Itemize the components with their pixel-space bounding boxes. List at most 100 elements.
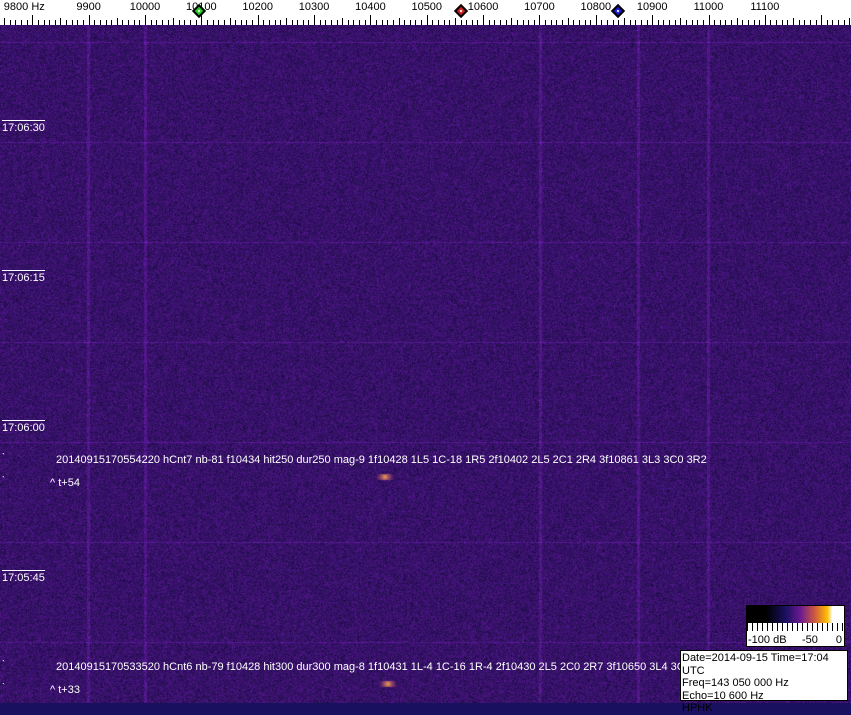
ruler-tick	[579, 20, 580, 25]
ruler-tick	[44, 20, 45, 25]
ruler-tick	[241, 20, 242, 25]
ruler-tick	[669, 20, 670, 25]
ruler-tick	[83, 20, 84, 25]
ruler-tick	[832, 20, 833, 25]
ruler-tick	[686, 20, 687, 25]
ruler-tick	[353, 20, 354, 25]
time-label: 17:06:30	[2, 120, 45, 134]
frequency-label: 10200	[242, 1, 273, 13]
ruler-tick	[742, 20, 743, 25]
frequency-label: 10800	[580, 1, 612, 13]
ruler-tick	[720, 20, 721, 25]
ruler-tick	[472, 20, 473, 25]
scale-ticks	[747, 623, 844, 631]
ruler-tick	[4, 18, 5, 25]
ruler-tick	[523, 20, 524, 25]
ruler-tick	[286, 18, 287, 25]
ruler-tick	[151, 20, 152, 25]
ruler-tick	[590, 20, 591, 25]
ruler-tick	[320, 20, 321, 25]
ruler-tick	[179, 20, 180, 25]
ruler-tick	[303, 20, 304, 25]
ruler-tick	[337, 20, 338, 25]
frequency-label: 11000	[693, 1, 724, 13]
ruler-tick	[275, 20, 276, 25]
ruler-tick	[714, 20, 715, 25]
ruler-tick	[466, 20, 467, 25]
ruler-tick	[776, 20, 777, 25]
ruler-tick	[810, 20, 811, 25]
tick-mark: `	[2, 682, 5, 692]
ruler-tick	[308, 20, 309, 25]
ruler-tick	[534, 20, 535, 25]
ruler-tick	[235, 20, 236, 25]
ruler-tick	[246, 20, 247, 25]
ruler-tick	[224, 20, 225, 25]
ruler-tick	[10, 20, 11, 25]
ruler-tick	[799, 20, 800, 25]
ruler-tick	[568, 18, 569, 25]
ruler-tick	[331, 20, 332, 25]
color-gradient	[747, 606, 844, 623]
ruler-tick	[461, 20, 462, 25]
waterfall-spectrogram	[0, 25, 851, 703]
ruler-tick	[382, 20, 383, 25]
ruler-tick	[494, 20, 495, 25]
frequency-ruler: 9800 Hz990010000101001020010300104001050…	[0, 0, 851, 25]
ruler-tick	[32, 15, 33, 25]
ruler-tick	[342, 18, 343, 25]
frequency-label: 10300	[298, 1, 330, 13]
ruler-tick	[258, 15, 259, 25]
frequency-label: 10400	[355, 1, 386, 13]
time-label: 17:06:00	[2, 420, 45, 434]
ruler-tick	[359, 20, 360, 25]
detection-offset: ^ t+33	[50, 684, 80, 696]
ruler-tick	[415, 20, 416, 25]
ruler-tick	[652, 15, 653, 25]
detection-offset: ^ t+54	[50, 477, 80, 489]
ruler-tick	[506, 20, 507, 25]
ruler-tick	[297, 20, 298, 25]
ruler-tick	[145, 15, 146, 25]
ruler-tick	[263, 20, 264, 25]
ruler-tick	[765, 15, 766, 25]
ruler-tick	[348, 20, 349, 25]
ruler-tick	[387, 20, 388, 25]
detection-info: 20140915170554220 hCnt7 nb-81 f10434 hit…	[56, 454, 707, 466]
ruler-tick	[27, 20, 28, 25]
ruler-tick	[365, 20, 366, 25]
ruler-tick	[618, 20, 619, 25]
ruler-tick	[562, 20, 563, 25]
ruler-tick	[201, 15, 202, 25]
ruler-tick	[613, 20, 614, 25]
ruler-tick	[585, 20, 586, 25]
scale-label: 0	[835, 634, 842, 646]
frequency: Freq=143 050 000 Hz	[682, 677, 789, 689]
ruler-tick	[128, 20, 129, 25]
info-box: Date=2014-09-15 Time=17:04 UTC Freq=143 …	[680, 650, 848, 714]
ruler-tick	[404, 20, 405, 25]
red-marker[interactable]	[454, 3, 469, 19]
ruler-tick	[489, 20, 490, 25]
ruler-tick	[15, 20, 16, 25]
ruler-tick	[72, 20, 73, 25]
ruler-tick	[190, 20, 191, 25]
ruler-tick	[517, 20, 518, 25]
ruler-tick	[21, 20, 22, 25]
ruler-tick	[230, 18, 231, 25]
ruler-tick	[292, 20, 293, 25]
ruler-tick	[89, 15, 90, 25]
ruler-tick	[280, 20, 281, 25]
time-label: 17:06:15	[2, 270, 45, 284]
ruler-tick	[647, 20, 648, 25]
ruler-tick	[528, 20, 529, 25]
ruler-tick	[269, 20, 270, 25]
ruler-tick	[156, 20, 157, 25]
scale-label: -100 dB	[748, 634, 787, 646]
ruler-tick	[370, 15, 371, 25]
blue-marker[interactable]	[610, 3, 625, 19]
ruler-tick	[376, 20, 377, 25]
ruler-tick	[117, 18, 118, 25]
ruler-tick	[314, 15, 315, 25]
ruler-tick	[663, 20, 664, 25]
